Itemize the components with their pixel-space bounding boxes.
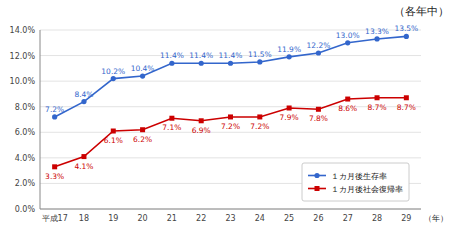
data-label: 11.4% — [189, 51, 213, 60]
x-tick-label: 29 — [401, 214, 411, 223]
data-label: 7.1% — [162, 123, 181, 132]
data-label: 7.2% — [221, 122, 240, 131]
data-label: 13.0% — [336, 31, 360, 40]
plot-area — [52, 34, 409, 170]
x-tick-label: 21 — [167, 214, 177, 223]
data-point — [111, 129, 116, 134]
data-label: 8.6% — [338, 104, 357, 113]
legend-marker — [315, 186, 320, 191]
data-label: 8.7% — [368, 103, 387, 112]
data-label: 6.9% — [192, 126, 211, 135]
data-point — [316, 107, 321, 112]
series-line — [55, 98, 407, 167]
data-label: 7.9% — [280, 113, 299, 122]
data-label: 8.7% — [397, 103, 416, 112]
y-tick-label: 4.0% — [15, 154, 36, 163]
data-point — [287, 54, 292, 59]
legend: １カ月後生存率 １カ月後社会復帰率 — [302, 163, 409, 201]
data-label: 11.4% — [160, 51, 184, 60]
grid-line — [40, 30, 421, 31]
data-label: 8.4% — [74, 90, 93, 99]
y-tick-label: 8.0% — [15, 103, 36, 112]
data-point — [199, 118, 204, 123]
x-tick-label: 23 — [225, 214, 235, 223]
x-tick-label: 26 — [313, 214, 323, 223]
data-point — [345, 40, 350, 45]
grid-line — [40, 132, 421, 133]
y-tick-label: 12.0% — [10, 52, 36, 61]
data-point — [169, 61, 174, 66]
data-label: 6.1% — [104, 136, 123, 145]
data-label: 7.2% — [45, 105, 64, 114]
data-point — [228, 114, 233, 119]
data-point — [199, 61, 204, 66]
data-point — [404, 95, 409, 100]
data-point — [287, 105, 292, 110]
data-point — [345, 97, 350, 102]
chart: 0.0% 2.0% 4.0% 6.0% 8.0% 10.0% 12.0% 14.0% 平成17 1… — [0, 0, 455, 231]
data-point — [81, 154, 86, 159]
data-point — [375, 95, 380, 100]
x-tick-label: 平成17 — [42, 214, 68, 223]
x-tick-label: 25 — [284, 214, 294, 223]
data-label: 3.3% — [45, 172, 64, 181]
y-tick-label: 2.0% — [15, 179, 36, 188]
y-tick-label: 14.0% — [10, 26, 36, 35]
x-tick-label: 22 — [196, 214, 206, 223]
data-point — [169, 116, 174, 121]
data-point — [228, 61, 233, 66]
data-point — [140, 73, 145, 78]
data-label: 13.5% — [394, 24, 418, 33]
x-axis — [40, 209, 421, 210]
legend-marker — [314, 173, 319, 178]
grid-line — [40, 81, 421, 82]
data-label: 10.2% — [101, 67, 125, 76]
title: （各年中） — [394, 5, 449, 18]
x-tick-label: 27 — [343, 214, 353, 223]
grid-line — [40, 157, 421, 158]
x-tick-label: 28 — [372, 214, 382, 223]
data-point — [404, 34, 409, 39]
y-tick-label: 10.0% — [10, 77, 36, 86]
data-point — [81, 99, 86, 104]
data-point — [140, 127, 145, 132]
data-label: 11.9% — [277, 45, 301, 54]
y-tick-label: 0.0% — [15, 205, 36, 214]
x-tick-label: 18 — [79, 214, 89, 223]
data-point — [374, 36, 379, 41]
x-tick-label: 19 — [108, 214, 118, 223]
legend-label: １カ月後生存率 — [331, 172, 387, 181]
x-tick-label: 20 — [137, 214, 147, 223]
data-point — [257, 114, 262, 119]
data-label: 6.2% — [133, 135, 152, 144]
data-label: 13.3% — [365, 27, 389, 36]
x-tick-label: 24 — [255, 214, 265, 223]
data-label: 12.2% — [307, 41, 331, 50]
data-point — [316, 50, 321, 55]
data-point — [111, 76, 116, 81]
y-tick-label: 6.0% — [15, 128, 36, 137]
data-label: 11.5% — [248, 50, 272, 59]
data-label: 11.4% — [219, 51, 243, 60]
y-axis — [40, 30, 41, 209]
grid-line — [40, 106, 421, 107]
data-label: 7.8% — [309, 114, 328, 123]
data-labels: 7.2% 8.4% 10.2% 10.4% 11.4% 11.4% 11.4% 11.5% 11… — [45, 24, 418, 180]
grid-line — [40, 209, 421, 210]
data-point — [257, 59, 262, 64]
legend-box — [302, 163, 409, 201]
legend-label: １カ月後社会復帰率 — [331, 185, 403, 194]
x-axis-label: （年） — [424, 214, 448, 223]
data-label: 4.1% — [74, 162, 93, 171]
data-point — [52, 114, 57, 119]
data-label: 10.4% — [131, 64, 155, 73]
data-point — [52, 164, 57, 169]
data-label: 7.2% — [250, 122, 269, 131]
series-line — [55, 36, 407, 117]
